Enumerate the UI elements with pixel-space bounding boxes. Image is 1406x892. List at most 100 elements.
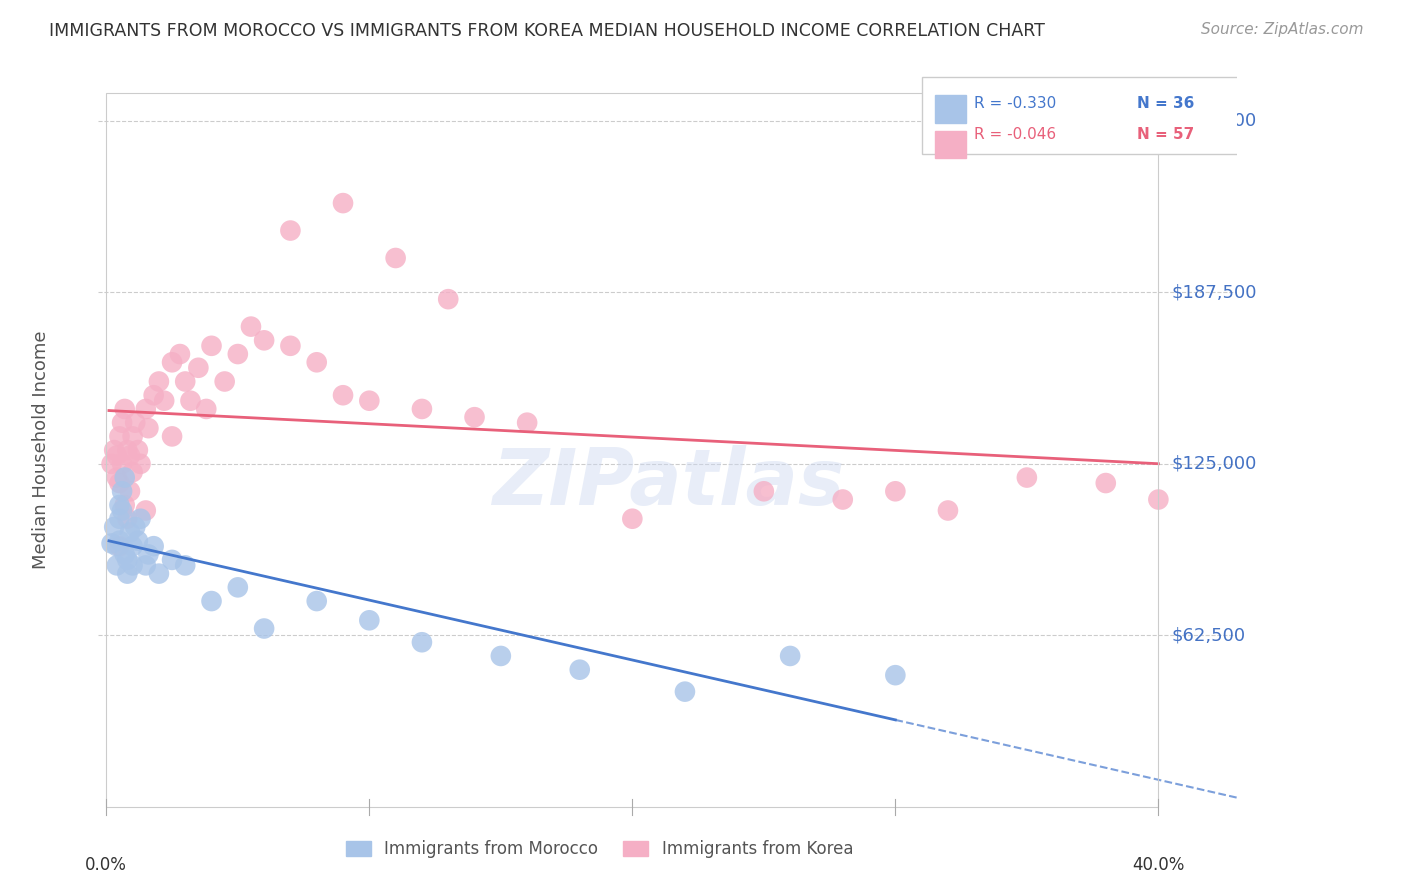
- Point: [305, 355, 328, 369]
- Point: [169, 347, 191, 361]
- Point: [174, 375, 197, 389]
- Point: [359, 613, 381, 627]
- Point: [118, 525, 141, 540]
- Point: [516, 416, 538, 430]
- Point: [114, 401, 136, 416]
- Point: [100, 536, 122, 550]
- Text: N = 36: N = 36: [1137, 96, 1195, 112]
- Point: [779, 648, 801, 663]
- Point: [114, 548, 136, 562]
- Point: [752, 484, 775, 499]
- Point: [332, 388, 354, 402]
- Point: [138, 421, 160, 435]
- Point: [568, 663, 591, 677]
- Point: [305, 594, 328, 608]
- Point: [160, 429, 183, 443]
- Point: [142, 388, 165, 402]
- Point: [1015, 470, 1038, 484]
- Point: [138, 548, 160, 562]
- Text: Source: ZipAtlas.com: Source: ZipAtlas.com: [1201, 22, 1364, 37]
- Point: [105, 449, 128, 463]
- Point: [148, 566, 170, 581]
- Point: [195, 401, 218, 416]
- Text: N = 57: N = 57: [1137, 127, 1195, 142]
- Point: [111, 484, 134, 499]
- Point: [187, 360, 209, 375]
- Point: [489, 648, 512, 663]
- Point: [148, 375, 170, 389]
- Point: [127, 533, 149, 548]
- Point: [111, 457, 134, 471]
- Point: [280, 223, 302, 237]
- Point: [114, 498, 136, 512]
- Legend: Immigrants from Morocco, Immigrants from Korea: Immigrants from Morocco, Immigrants from…: [339, 833, 859, 864]
- Point: [437, 292, 460, 306]
- Point: [111, 416, 134, 430]
- Point: [117, 512, 139, 526]
- Point: [103, 520, 125, 534]
- Point: [179, 393, 201, 408]
- Point: [124, 416, 146, 430]
- Text: 40.0%: 40.0%: [1132, 856, 1185, 874]
- Point: [105, 470, 128, 484]
- Point: [200, 594, 222, 608]
- Text: $250,000: $250,000: [1171, 112, 1257, 129]
- Point: [105, 558, 128, 573]
- Point: [1094, 476, 1116, 491]
- Point: [135, 503, 157, 517]
- Point: [117, 553, 139, 567]
- Text: R = -0.046: R = -0.046: [974, 127, 1056, 142]
- Point: [160, 355, 183, 369]
- Point: [253, 334, 276, 348]
- Text: IMMIGRANTS FROM MOROCCO VS IMMIGRANTS FROM KOREA MEDIAN HOUSEHOLD INCOME CORRELA: IMMIGRANTS FROM MOROCCO VS IMMIGRANTS FR…: [49, 22, 1045, 40]
- Point: [884, 484, 907, 499]
- Point: [135, 401, 157, 416]
- Point: [105, 539, 128, 553]
- Point: [127, 443, 149, 458]
- Point: [108, 476, 131, 491]
- Text: Median Household Income: Median Household Income: [31, 331, 49, 569]
- Point: [114, 470, 136, 484]
- Point: [464, 410, 486, 425]
- Point: [111, 503, 134, 517]
- Point: [129, 512, 152, 526]
- Point: [121, 465, 143, 479]
- Text: $125,000: $125,000: [1171, 455, 1257, 473]
- Text: ZIPatlas: ZIPatlas: [492, 445, 844, 522]
- Point: [121, 558, 143, 573]
- FancyBboxPatch shape: [922, 77, 1264, 153]
- Point: [108, 533, 131, 548]
- Bar: [935, 131, 966, 158]
- Point: [280, 339, 302, 353]
- Point: [153, 393, 176, 408]
- Point: [103, 443, 125, 458]
- Point: [108, 512, 131, 526]
- Point: [121, 429, 143, 443]
- Text: $62,500: $62,500: [1171, 626, 1246, 644]
- Point: [253, 622, 276, 636]
- Point: [884, 668, 907, 682]
- Point: [135, 558, 157, 573]
- Point: [124, 520, 146, 534]
- Point: [621, 512, 644, 526]
- Point: [129, 457, 152, 471]
- Text: R = -0.330: R = -0.330: [974, 96, 1056, 112]
- Point: [100, 457, 122, 471]
- Point: [226, 580, 249, 594]
- Point: [108, 429, 131, 443]
- Point: [214, 375, 236, 389]
- Point: [108, 539, 131, 553]
- Point: [1147, 492, 1170, 507]
- Text: $187,500: $187,500: [1171, 284, 1257, 301]
- Point: [118, 449, 141, 463]
- Point: [936, 503, 959, 517]
- Point: [118, 484, 141, 499]
- Point: [359, 393, 381, 408]
- Point: [673, 684, 696, 698]
- Point: [117, 566, 139, 581]
- Point: [142, 539, 165, 553]
- Point: [160, 553, 183, 567]
- Point: [831, 492, 853, 507]
- Text: 0.0%: 0.0%: [86, 856, 128, 874]
- Point: [239, 319, 262, 334]
